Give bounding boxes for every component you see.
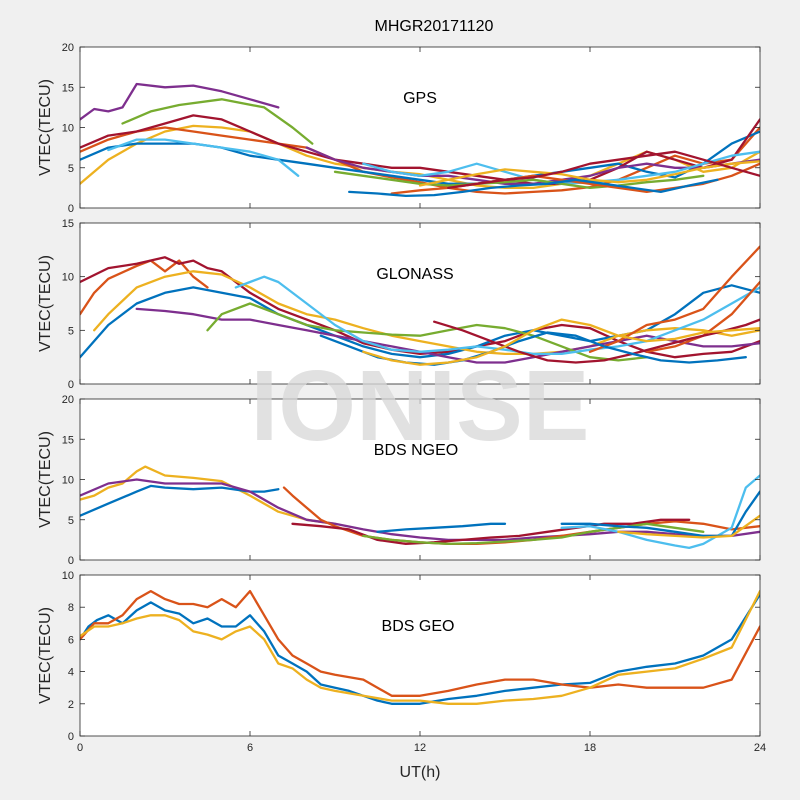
watermark: IONISE	[251, 350, 590, 462]
panel-1-series-3	[93, 270, 760, 356]
panel-3-ytick-label-3: 6	[68, 634, 74, 646]
panel-2-ytick-label-1: 5	[68, 515, 74, 527]
panel-0: 0 5 10 15 20 VTEC(TECU) GPS	[37, 42, 761, 215]
panel-2-series-2	[80, 478, 760, 542]
x-tick-label-2: 12	[414, 742, 426, 754]
figure-title: MHGR20171120	[375, 18, 494, 35]
x-tick-label-4: 24	[754, 742, 766, 754]
panel-2-ytick-label-4: 20	[62, 394, 74, 406]
panel-0-series-6	[80, 114, 760, 185]
panel-2-ytick-label-0: 0	[68, 555, 74, 567]
panel-0-lines	[80, 82, 760, 198]
panel-2-title: BDS NGEO	[374, 442, 458, 459]
panel-0-title: GPS	[403, 90, 437, 107]
panel-0-y-axis-label: VTEC(TECU)	[37, 79, 54, 176]
panel-2-series-4	[291, 518, 691, 546]
panel-0-series-3	[80, 126, 760, 195]
x-tick-label-1: 6	[247, 742, 253, 754]
panel-1-ytick-label-3: 15	[62, 218, 74, 230]
panel-0-ytick-label-3: 15	[62, 82, 74, 94]
panel-0-series-0	[80, 82, 280, 121]
panel-3-title: BDS GEO	[382, 618, 455, 635]
panel-3-lines	[80, 589, 760, 705]
x-axis-label: UT(h)	[400, 764, 441, 781]
panel-1: 0 5 10 15 VTEC(TECU) GLONASS	[37, 218, 761, 391]
panel-1-lines	[80, 245, 760, 366]
panel-1-series-5	[206, 302, 648, 362]
panel-0-series-13	[447, 150, 760, 190]
panel-2: 0 5 10 15 20 VTEC(TECU) BDS NGEO	[37, 394, 761, 567]
panel-0-series-9	[333, 170, 705, 190]
panel-3-series-1	[80, 589, 760, 697]
panel-1-title: GLONASS	[376, 266, 453, 283]
panel-2-series-1	[80, 484, 280, 517]
panel-2-ytick-label-3: 15	[62, 434, 74, 446]
x-tick-label-0: 0	[77, 742, 83, 754]
panel-1-series-7	[588, 245, 760, 353]
panel-1-y-axis-label: VTEC(TECU)	[37, 255, 54, 352]
panel-0-ytick-label-2: 10	[62, 123, 74, 135]
panel-2-series-7	[560, 490, 760, 538]
panel-3-plot-area	[80, 575, 760, 736]
panel-1-series-6	[234, 275, 760, 356]
panel-3-ytick-label-0: 0	[68, 731, 74, 743]
panel-0-series-12	[348, 178, 719, 198]
panel-2-lines	[80, 465, 760, 550]
panel-0-series-5	[107, 138, 300, 177]
panel-1-series-11	[362, 318, 760, 366]
panel-0-series-11	[418, 160, 760, 187]
panel-2-series-5	[362, 522, 705, 546]
panel-3-y-axis-label: VTEC(TECU)	[37, 607, 54, 704]
panel-0-ytick-label-0: 0	[68, 203, 74, 215]
panel-1-ytick-label-2: 10	[62, 272, 74, 284]
panel-2-series-0	[80, 465, 337, 525]
panel-0-ytick-label-1: 5	[68, 163, 74, 175]
panel-1-ytick-label-0: 0	[68, 379, 74, 391]
panel-2-ytick-label-2: 10	[62, 475, 74, 487]
panel-3-series-0	[80, 593, 760, 705]
panel-2-series-8	[617, 514, 760, 539]
panel-2-series-9	[376, 522, 507, 533]
panel-3-ytick-label-1: 2	[68, 699, 74, 711]
panel-3-ytick-label-4: 8	[68, 602, 74, 614]
panel-2-y-axis-label: VTEC(TECU)	[37, 431, 54, 528]
panel-1-ytick-label-1: 5	[68, 325, 74, 337]
x-tick-label-3: 18	[584, 742, 596, 754]
panel-2-series-6	[560, 474, 760, 550]
panel-3-ytick-label-5: 10	[62, 570, 74, 582]
panel-0-ytick-label-4: 20	[62, 42, 74, 54]
panel-0-series-1	[121, 98, 314, 145]
panel-3-series-2	[80, 589, 760, 705]
panel-3-ytick-label-2: 4	[68, 667, 74, 679]
